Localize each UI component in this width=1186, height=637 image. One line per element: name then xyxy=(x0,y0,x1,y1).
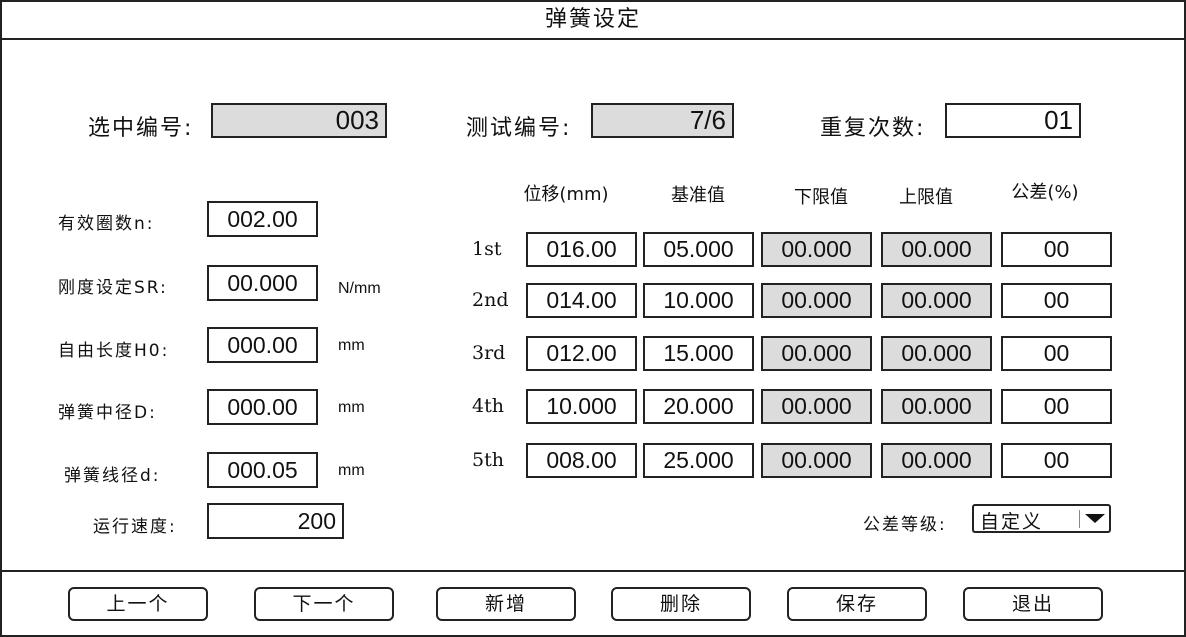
column-header: 基准值 xyxy=(671,185,725,206)
page-title: 弹簧设定 xyxy=(544,7,641,32)
displacement-cell[interactable]: 016.00 xyxy=(526,232,637,267)
repeat-count-label: 重复次数: xyxy=(820,116,926,141)
unit-label: mm xyxy=(338,337,365,354)
title-divider xyxy=(0,38,1186,40)
selected-no-label: 选中编号: xyxy=(88,116,194,141)
dropdown-separator xyxy=(1079,510,1080,528)
param-label: 弹簧中径D: xyxy=(58,403,157,423)
param-label: 自由长度H0: xyxy=(58,341,170,361)
reference-cell[interactable]: 25.000 xyxy=(643,443,754,478)
test-no-field[interactable]: 7/6 xyxy=(591,103,734,138)
add-button[interactable]: 新增 xyxy=(436,587,576,621)
column-header: 上限值 xyxy=(899,187,953,208)
coil-count-field[interactable]: 002.00 xyxy=(207,201,318,237)
row-label: 5th xyxy=(472,449,504,471)
unit-label: mm xyxy=(338,462,365,479)
save-button[interactable]: 保存 xyxy=(787,587,927,621)
footer-divider xyxy=(0,570,1186,572)
next-button[interactable]: 下一个 xyxy=(254,587,394,621)
chevron-down-icon[interactable] xyxy=(1085,514,1105,523)
tolerance-cell[interactable]: 00 xyxy=(1001,389,1112,424)
lower-limit-cell[interactable]: 00.000 xyxy=(761,389,872,424)
speed-field[interactable]: 200 xyxy=(207,503,344,539)
lower-limit-cell[interactable]: 00.000 xyxy=(761,336,872,371)
upper-limit-cell[interactable]: 00.000 xyxy=(881,232,992,267)
delete-button[interactable]: 删除 xyxy=(611,587,751,621)
param-label: 有效圈数n: xyxy=(58,214,155,234)
previous-button[interactable]: 上一个 xyxy=(68,587,208,621)
reference-cell[interactable]: 05.000 xyxy=(643,232,754,267)
reference-cell[interactable]: 20.000 xyxy=(643,389,754,424)
tolerance-grade-dropdown[interactable]: 自定义 xyxy=(972,504,1111,533)
repeat-count-field[interactable]: 01 xyxy=(945,103,1081,138)
displacement-cell[interactable]: 014.00 xyxy=(526,283,637,318)
column-header: 位移(mm) xyxy=(523,184,609,205)
reference-cell[interactable]: 10.000 xyxy=(643,283,754,318)
lower-limit-cell[interactable]: 00.000 xyxy=(761,283,872,318)
exit-button[interactable]: 退出 xyxy=(963,587,1103,621)
param-label: 弹簧线径d: xyxy=(64,466,161,486)
displacement-cell[interactable]: 008.00 xyxy=(526,443,637,478)
tolerance-grade-label: 公差等级: xyxy=(863,515,947,535)
row-label: 4th xyxy=(472,395,504,417)
upper-limit-cell[interactable]: 00.000 xyxy=(881,336,992,371)
column-header: 公差(%) xyxy=(1011,182,1079,203)
mean-diameter-field[interactable]: 000.00 xyxy=(207,389,318,425)
upper-limit-cell[interactable]: 00.000 xyxy=(881,283,992,318)
lower-limit-cell[interactable]: 00.000 xyxy=(761,232,872,267)
tolerance-cell[interactable]: 00 xyxy=(1001,283,1112,318)
stiffness-field[interactable]: 00.000 xyxy=(207,265,318,301)
unit-label: N/mm xyxy=(338,280,381,297)
tolerance-cell[interactable]: 00 xyxy=(1001,443,1112,478)
displacement-cell[interactable]: 10.000 xyxy=(526,389,637,424)
upper-limit-cell[interactable]: 00.000 xyxy=(881,389,992,424)
row-label: 2nd xyxy=(472,289,509,311)
column-header: 下限值 xyxy=(794,187,848,208)
tolerance-grade-value: 自定义 xyxy=(980,511,1044,533)
unit-label: mm xyxy=(338,399,365,416)
displacement-cell[interactable]: 012.00 xyxy=(526,336,637,371)
speed-label: 运行速度: xyxy=(93,517,177,537)
upper-limit-cell[interactable]: 00.000 xyxy=(881,443,992,478)
lower-limit-cell[interactable]: 00.000 xyxy=(761,443,872,478)
tolerance-cell[interactable]: 00 xyxy=(1001,336,1112,371)
free-length-field[interactable]: 000.00 xyxy=(207,327,318,363)
row-label: 1st xyxy=(472,238,502,260)
reference-cell[interactable]: 15.000 xyxy=(643,336,754,371)
test-no-label: 测试编号: xyxy=(466,116,572,141)
wire-diameter-field[interactable]: 000.05 xyxy=(207,452,318,488)
param-label: 刚度设定SR: xyxy=(58,278,168,298)
selected-no-field[interactable]: 003 xyxy=(211,103,387,138)
tolerance-cell[interactable]: 00 xyxy=(1001,232,1112,267)
row-label: 3rd xyxy=(472,342,506,364)
